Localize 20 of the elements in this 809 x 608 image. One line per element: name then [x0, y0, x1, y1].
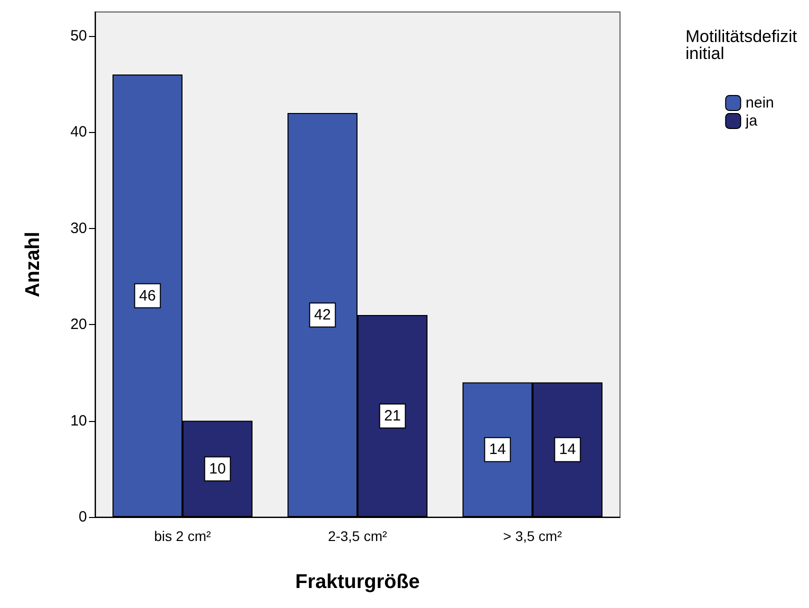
- x-tick-label: 2-3,5 cm²: [328, 528, 388, 544]
- x-axis-title: Frakturgröße: [295, 571, 420, 593]
- y-tick-label: 40: [70, 124, 87, 141]
- legend-label: nein: [746, 94, 774, 112]
- data-label: 14: [489, 441, 506, 458]
- y-axis-title: Anzahl: [22, 232, 44, 298]
- y-tick-label: 10: [70, 412, 87, 430]
- x-tick-label: > 3,5 cm²: [503, 528, 562, 544]
- legend-title: Motilitätsdefizit initial: [686, 27, 798, 63]
- legend-label: ja: [744, 112, 758, 130]
- y-tick-label: 20: [70, 316, 87, 334]
- data-label: 10: [209, 460, 226, 478]
- y-tick-label: 0: [78, 508, 87, 526]
- data-label: 42: [314, 306, 331, 324]
- data-label: 14: [559, 441, 576, 458]
- data-label: 46: [139, 287, 156, 304]
- y-tick-label: 30: [70, 220, 87, 237]
- x-tick-label: bis 2 cm²: [154, 528, 212, 544]
- data-label: 21: [384, 408, 401, 424]
- y-tick-label: 50: [70, 28, 87, 45]
